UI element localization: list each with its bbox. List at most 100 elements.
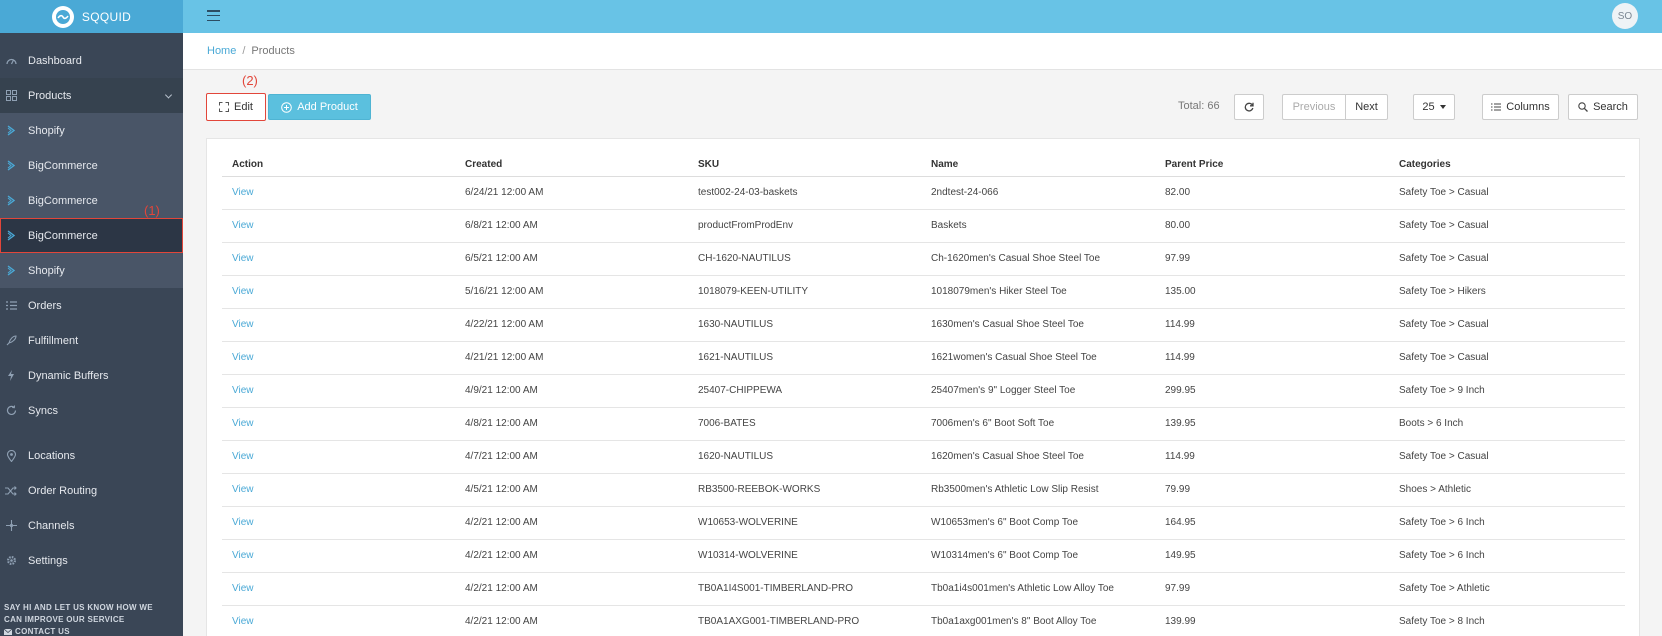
sidebar-item-settings[interactable]: Settings [0, 543, 183, 578]
table-row: View 4/2/21 12:00 AM TB0A1AXG001-TIMBERLAN… [222, 605, 1625, 636]
columns-button[interactable]: Columns [1482, 94, 1559, 120]
edit-label: Edit [234, 101, 253, 113]
sidebar-item-dynamic-buffers[interactable]: Dynamic Buffers [0, 358, 183, 393]
column-header-parent-price[interactable]: Parent Price [1155, 153, 1389, 177]
created-cell: 4/22/21 12:00 AM [455, 308, 688, 342]
search-button[interactable]: Search [1568, 94, 1638, 120]
sidebar-item-bigcommerce[interactable]: BigCommerce [0, 148, 183, 183]
sidebar-item-orders[interactable]: Orders [0, 288, 183, 323]
sku-cell: RB3500-REEBOK-WORKS [688, 473, 921, 507]
edit-button[interactable]: Edit [206, 93, 266, 121]
sidebar-item-label: Dynamic Buffers [28, 369, 109, 382]
name-cell: Baskets [921, 209, 1155, 243]
view-link[interactable]: View [222, 275, 455, 309]
sidebar-item-locations[interactable]: Locations [0, 438, 183, 473]
add-product-button[interactable]: Add Product [268, 94, 371, 120]
column-header-action[interactable]: Action [222, 153, 455, 177]
breadcrumb-current: Products [251, 45, 295, 57]
sidebar-item-fulfillment[interactable]: Fulfillment [0, 323, 183, 358]
breadcrumb: Home / Products [183, 33, 1662, 70]
page-size-dropdown[interactable]: 25 [1413, 94, 1455, 120]
created-cell: 4/2/21 12:00 AM [455, 506, 688, 540]
name-cell: 1620men's Casual Shoe Steel Toe [921, 440, 1155, 474]
view-link[interactable]: View [222, 473, 455, 507]
sidebar-item-label: Locations [28, 449, 76, 462]
name-cell: W10653men's 6" Boot Comp Toe [921, 506, 1155, 540]
parent-price-cell: 79.99 [1155, 473, 1389, 507]
column-header-name[interactable]: Name [921, 153, 1155, 177]
table-row: View 6/24/21 12:00 AM test002-24-03-basket… [222, 176, 1625, 210]
view-link[interactable]: View [222, 440, 455, 474]
sidebar-item-channels[interactable]: Channels [0, 508, 183, 543]
avatar[interactable]: SO [1612, 3, 1638, 29]
sku-cell: W10314-WOLVERINE [688, 539, 921, 573]
sidebar-item-label: Shopify [28, 124, 65, 137]
total-count: Total: 66 [1178, 100, 1220, 112]
view-link[interactable]: View [222, 407, 455, 441]
sidebar-item-dashboard[interactable]: Dashboard [0, 43, 183, 78]
column-header-categories[interactable]: Categories [1389, 153, 1625, 177]
view-link[interactable]: View [222, 374, 455, 408]
categories-cell: Safety Toe > Casual [1389, 209, 1625, 243]
footer-line: SAY HI AND LET US KNOW HOW WE [4, 603, 153, 612]
column-header-created[interactable]: Created [455, 153, 688, 177]
sidebar-item-label: Syncs [28, 404, 58, 417]
view-link[interactable]: View [222, 209, 455, 243]
sku-cell: W10653-WOLVERINE [688, 506, 921, 540]
view-link[interactable]: View [222, 176, 455, 210]
name-cell: 25407men's 9" Logger Steel Toe [921, 374, 1155, 408]
view-link[interactable]: View [222, 506, 455, 540]
sidebar-item-bigcommerce[interactable]: BigCommerce [0, 183, 183, 218]
sidebar: SQQUID Dashboard Products Shopify BigCom… [0, 0, 183, 636]
categories-cell: Safety Toe > 8 Inch [1389, 605, 1625, 636]
parent-price-cell: 139.99 [1155, 605, 1389, 636]
name-cell: 7006men's 6" Boot Soft Toe [921, 407, 1155, 441]
search-label: Search [1593, 101, 1628, 113]
sidebar-item-bigcommerce-selected[interactable]: BigCommerce [0, 218, 183, 253]
envelope-icon [4, 629, 12, 635]
columns-label: Columns [1506, 101, 1550, 113]
parent-price-cell: 114.99 [1155, 341, 1389, 375]
name-cell: Ch-1620men's Casual Shoe Steel Toe [921, 242, 1155, 276]
view-link[interactable]: View [222, 341, 455, 375]
menu-toggle-icon[interactable] [207, 10, 220, 22]
store-icon [5, 160, 17, 172]
created-cell: 4/9/21 12:00 AM [455, 374, 688, 408]
store-icon [5, 265, 17, 277]
created-cell: 4/2/21 12:00 AM [455, 605, 688, 636]
view-link[interactable]: View [222, 242, 455, 276]
view-link[interactable]: View [222, 605, 455, 636]
brand[interactable]: SQQUID [0, 0, 183, 33]
previous-button[interactable]: Previous [1282, 94, 1346, 120]
categories-cell: Safety Toe > Casual [1389, 242, 1625, 276]
created-cell: 4/8/21 12:00 AM [455, 407, 688, 441]
table-body: View 6/24/21 12:00 AM test002-24-03-basket… [222, 176, 1625, 636]
sidebar-item-shopify[interactable]: Shopify [0, 113, 183, 148]
search-icon [1578, 102, 1589, 112]
sidebar-item-label: Order Routing [28, 484, 98, 497]
contact-us-link[interactable]: CONTACT US [4, 626, 153, 636]
view-link[interactable]: View [222, 308, 455, 342]
name-cell: Rb3500men's Athletic Low Slip Resist [921, 473, 1155, 507]
view-link[interactable]: View [222, 572, 455, 606]
breadcrumb-separator: / [242, 45, 246, 57]
categories-cell: Safety Toe > Hikers [1389, 275, 1625, 309]
dashboard-icon [5, 55, 17, 67]
refresh-button[interactable] [1234, 94, 1264, 120]
parent-price-cell: 97.99 [1155, 572, 1389, 606]
next-button[interactable]: Next [1345, 94, 1388, 120]
store-icon [5, 125, 17, 137]
breadcrumb-home-link[interactable]: Home [207, 45, 237, 57]
sidebar-item-label: Shopify [28, 264, 65, 277]
parent-price-cell: 299.95 [1155, 374, 1389, 408]
view-link[interactable]: View [222, 539, 455, 573]
sidebar-item-syncs[interactable]: Syncs [0, 393, 183, 428]
sidebar-item-shopify[interactable]: Shopify [0, 253, 183, 288]
categories-cell: Safety Toe > Casual [1389, 341, 1625, 375]
sidebar-item-order-routing[interactable]: Order Routing [0, 473, 183, 508]
column-header-sku[interactable]: SKU [688, 153, 921, 177]
created-cell: 6/5/21 12:00 AM [455, 242, 688, 276]
categories-cell: Safety Toe > Casual [1389, 440, 1625, 474]
sidebar-item-products[interactable]: Products [0, 78, 183, 113]
refresh-icon [1244, 102, 1254, 112]
